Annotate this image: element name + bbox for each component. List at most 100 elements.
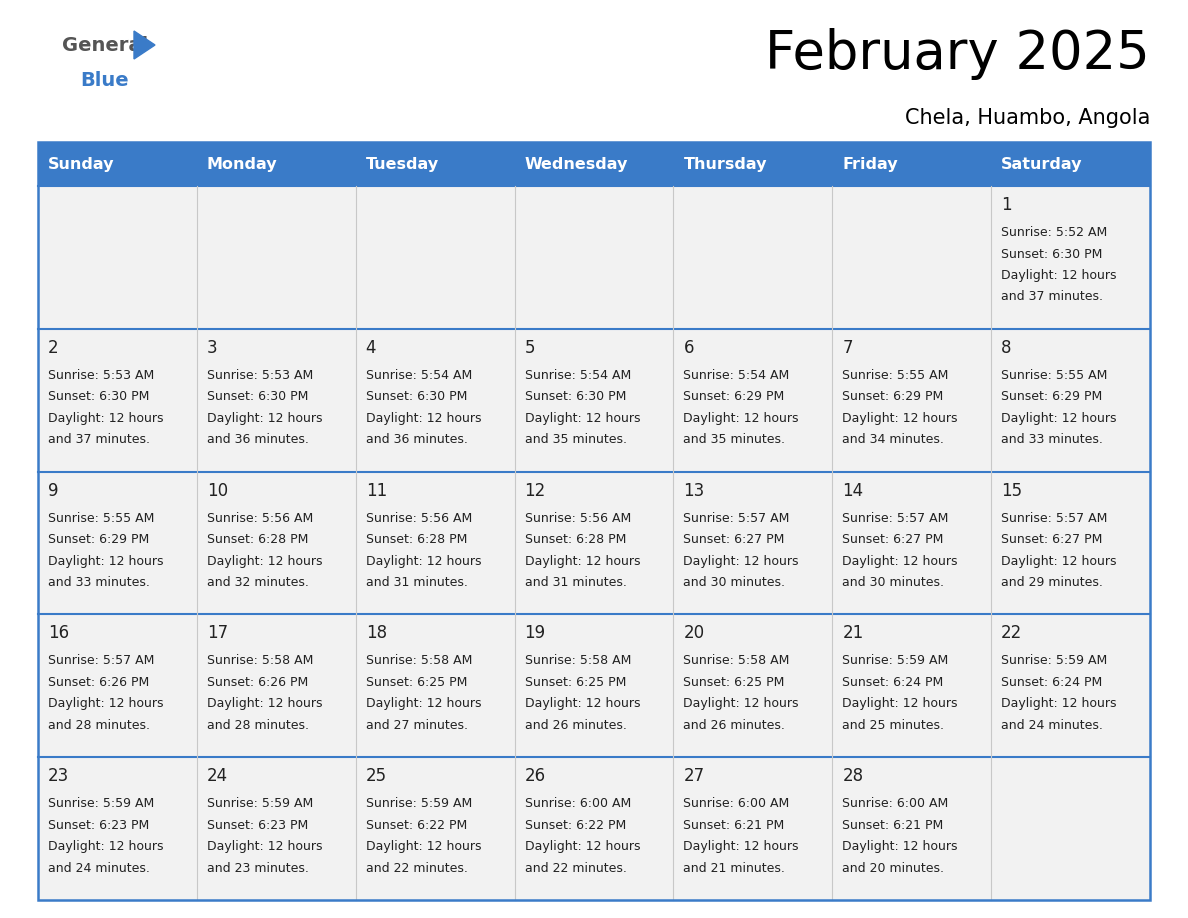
Text: Sunset: 6:24 PM: Sunset: 6:24 PM [842,676,943,688]
Text: Daylight: 12 hours: Daylight: 12 hours [842,412,958,425]
Bar [514,757,674,900]
Text: 22: 22 [1001,624,1023,643]
Text: Daylight: 12 hours: Daylight: 12 hours [48,698,164,711]
Text: Sunset: 6:27 PM: Sunset: 6:27 PM [842,533,943,546]
Text: and 37 minutes.: and 37 minutes. [48,433,150,446]
Text: Daylight: 12 hours: Daylight: 12 hours [683,840,798,853]
Text: Sunrise: 5:58 AM: Sunrise: 5:58 AM [366,655,472,667]
Text: Sunrise: 5:56 AM: Sunrise: 5:56 AM [207,511,314,524]
Bar [197,186,355,329]
Text: and 33 minutes.: and 33 minutes. [1001,433,1102,446]
Text: 13: 13 [683,482,704,499]
Bar [355,757,514,900]
Text: 3: 3 [207,339,217,357]
Text: 27: 27 [683,767,704,785]
Text: Sunset: 6:28 PM: Sunset: 6:28 PM [525,533,626,546]
Text: Sunrise: 5:57 AM: Sunrise: 5:57 AM [1001,511,1107,524]
Text: Wednesday: Wednesday [525,156,628,172]
Text: Thursday: Thursday [683,156,767,172]
Text: Saturday: Saturday [1001,156,1082,172]
Bar [38,614,197,757]
Text: Sunrise: 5:52 AM: Sunrise: 5:52 AM [1001,226,1107,239]
Text: 11: 11 [366,482,387,499]
Bar [514,472,674,614]
Text: Sunset: 6:29 PM: Sunset: 6:29 PM [48,533,150,546]
Text: Sunrise: 6:00 AM: Sunrise: 6:00 AM [842,797,948,811]
Text: 1: 1 [1001,196,1012,214]
Bar [197,757,355,900]
Text: and 30 minutes.: and 30 minutes. [683,577,785,589]
Text: 10: 10 [207,482,228,499]
Text: Sunset: 6:24 PM: Sunset: 6:24 PM [1001,676,1102,688]
Bar [355,614,514,757]
Bar [197,614,355,757]
Text: Sunset: 6:25 PM: Sunset: 6:25 PM [683,676,785,688]
Text: Daylight: 12 hours: Daylight: 12 hours [1001,698,1117,711]
Bar [197,472,355,614]
Text: Daylight: 12 hours: Daylight: 12 hours [48,554,164,567]
Text: Daylight: 12 hours: Daylight: 12 hours [842,698,958,711]
Text: Daylight: 12 hours: Daylight: 12 hours [207,698,322,711]
Text: and 35 minutes.: and 35 minutes. [683,433,785,446]
Text: Sunset: 6:23 PM: Sunset: 6:23 PM [207,819,308,832]
Text: Sunrise: 5:54 AM: Sunrise: 5:54 AM [525,369,631,382]
Text: Sunset: 6:27 PM: Sunset: 6:27 PM [1001,533,1102,546]
Text: Daylight: 12 hours: Daylight: 12 hours [525,412,640,425]
Text: Sunset: 6:30 PM: Sunset: 6:30 PM [366,390,467,403]
Text: Sunrise: 5:54 AM: Sunrise: 5:54 AM [366,369,472,382]
Text: and 27 minutes.: and 27 minutes. [366,719,468,732]
Text: Sunset: 6:28 PM: Sunset: 6:28 PM [207,533,308,546]
Bar [355,186,514,329]
Bar [833,329,991,472]
Text: Blue: Blue [80,71,128,90]
Text: Sunset: 6:30 PM: Sunset: 6:30 PM [207,390,308,403]
Text: and 24 minutes.: and 24 minutes. [1001,719,1102,732]
Text: Sunrise: 6:00 AM: Sunrise: 6:00 AM [683,797,790,811]
Bar [38,472,197,614]
Text: 25: 25 [366,767,387,785]
Text: and 34 minutes.: and 34 minutes. [842,433,944,446]
Text: 15: 15 [1001,482,1022,499]
Bar [38,186,197,329]
Text: Sunrise: 5:58 AM: Sunrise: 5:58 AM [525,655,631,667]
Text: Sunset: 6:30 PM: Sunset: 6:30 PM [525,390,626,403]
Text: Daylight: 12 hours: Daylight: 12 hours [48,840,164,853]
Text: Daylight: 12 hours: Daylight: 12 hours [842,840,958,853]
Bar [833,186,991,329]
Text: 8: 8 [1001,339,1012,357]
Text: 4: 4 [366,339,377,357]
Text: 6: 6 [683,339,694,357]
Text: 20: 20 [683,624,704,643]
Bar [355,329,514,472]
Bar [674,614,833,757]
Text: Daylight: 12 hours: Daylight: 12 hours [366,412,481,425]
Text: Daylight: 12 hours: Daylight: 12 hours [1001,554,1117,567]
Text: Sunrise: 5:58 AM: Sunrise: 5:58 AM [683,655,790,667]
Polygon shape [134,31,154,59]
Text: Daylight: 12 hours: Daylight: 12 hours [366,698,481,711]
Text: and 29 minutes.: and 29 minutes. [1001,577,1102,589]
Bar [833,614,991,757]
Text: Sunrise: 5:53 AM: Sunrise: 5:53 AM [48,369,154,382]
Bar [38,757,197,900]
Text: Sunrise: 5:59 AM: Sunrise: 5:59 AM [366,797,472,811]
Text: Sunset: 6:25 PM: Sunset: 6:25 PM [525,676,626,688]
Text: Sunrise: 5:55 AM: Sunrise: 5:55 AM [1001,369,1107,382]
Text: and 33 minutes.: and 33 minutes. [48,577,150,589]
Text: and 31 minutes.: and 31 minutes. [366,577,468,589]
Bar [833,472,991,614]
Text: and 35 minutes.: and 35 minutes. [525,433,626,446]
Text: 24: 24 [207,767,228,785]
Text: Daylight: 12 hours: Daylight: 12 hours [683,554,798,567]
Text: Daylight: 12 hours: Daylight: 12 hours [366,554,481,567]
Bar [197,329,355,472]
Text: and 31 minutes.: and 31 minutes. [525,577,626,589]
Text: Tuesday: Tuesday [366,156,438,172]
Text: Sunset: 6:28 PM: Sunset: 6:28 PM [366,533,467,546]
Text: 17: 17 [207,624,228,643]
Text: 21: 21 [842,624,864,643]
Text: Monday: Monday [207,156,278,172]
Text: 28: 28 [842,767,864,785]
Text: 2: 2 [48,339,58,357]
Text: Sunrise: 5:53 AM: Sunrise: 5:53 AM [207,369,314,382]
